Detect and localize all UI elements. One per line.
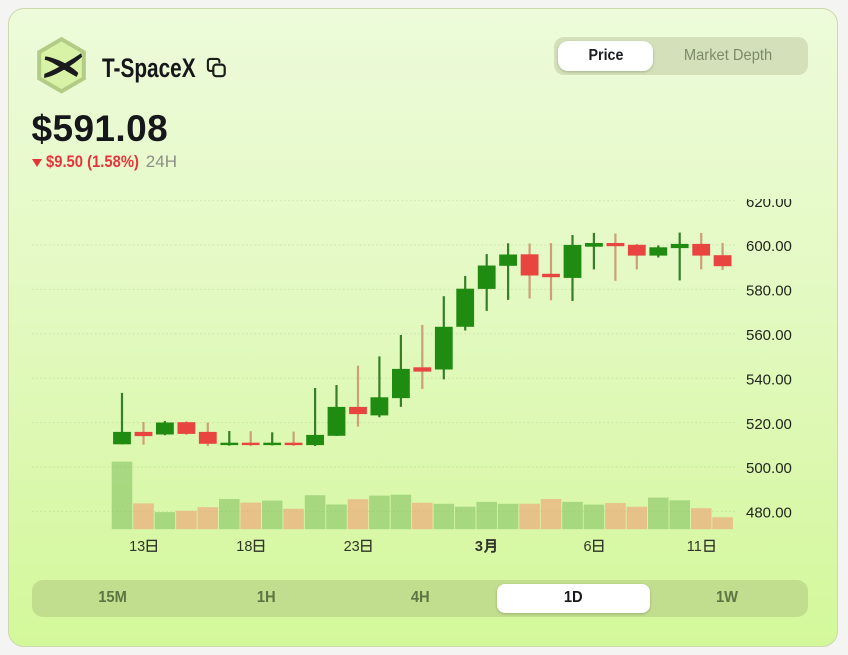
svg-text:13: 13 (129, 539, 145, 555)
svg-text:6: 6 (584, 539, 592, 555)
svg-text:23: 23 (344, 539, 360, 555)
svg-text:3: 3 (475, 539, 483, 555)
svg-text:620.00: 620.00 (746, 194, 792, 211)
svg-text:580.00: 580.00 (746, 283, 792, 300)
svg-text:11: 11 (687, 539, 702, 555)
svg-text:480.00: 480.00 (746, 505, 792, 522)
svg-text:520.00: 520.00 (746, 416, 792, 433)
svg-text:560.00: 560.00 (746, 327, 792, 344)
svg-text:18: 18 (236, 539, 252, 555)
svg-text:540.00: 540.00 (746, 371, 792, 388)
svg-text:500.00: 500.00 (746, 460, 792, 477)
svg-text:600.00: 600.00 (746, 238, 792, 255)
